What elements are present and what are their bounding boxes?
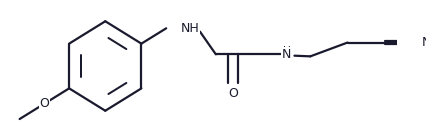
Text: O: O [228, 88, 238, 100]
Text: N: N [282, 48, 291, 61]
Text: H: H [282, 46, 291, 56]
Text: O: O [40, 97, 49, 110]
Text: NH: NH [181, 22, 199, 35]
Text: N: N [421, 36, 426, 49]
